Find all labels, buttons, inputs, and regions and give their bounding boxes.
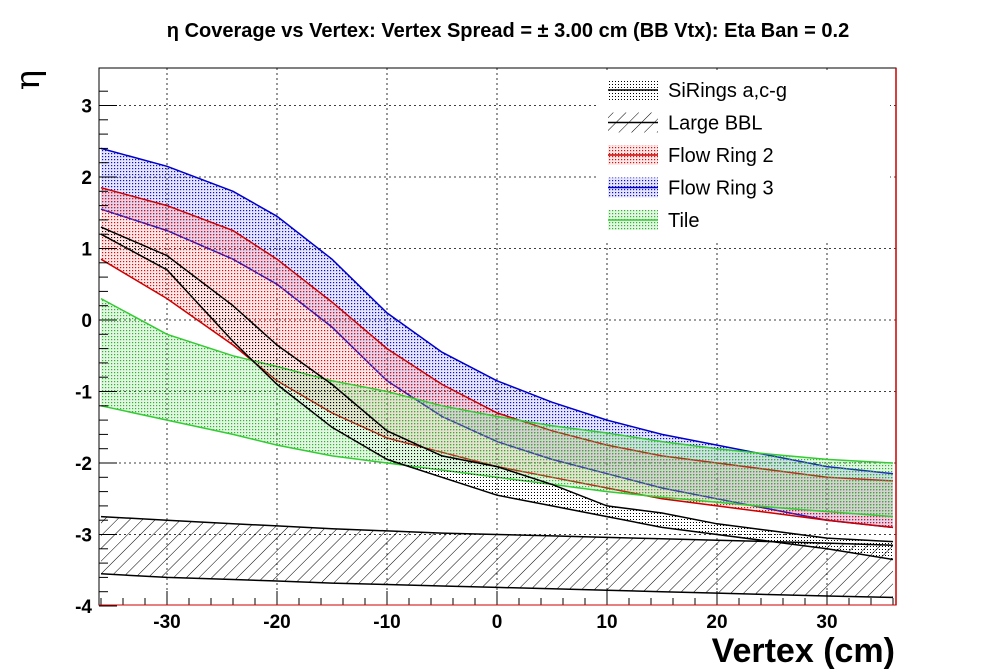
y-tick-label: -4 [75, 597, 92, 618]
legend-entry-flow-ring-2: Flow Ring 2 [608, 145, 774, 167]
y-tick-labels: -4 -3 -2 -1 0 1 2 3 [75, 97, 92, 619]
y-tick-label: -3 [75, 526, 92, 547]
x-tick-label: 30 [816, 612, 837, 633]
x-tick-label: -20 [263, 612, 290, 633]
y-tick-label: 2 [81, 168, 92, 189]
legend-label: Flow Ring 2 [668, 145, 774, 167]
band-upper-edge [100, 297, 894, 464]
band-sirings-a-c-g [100, 226, 894, 561]
band-lower-edge [100, 233, 894, 561]
y-axis-label: η [8, 70, 48, 90]
chart-title: η Coverage vs Vertex: Vertex Spread = ± … [167, 20, 849, 42]
y-tick-label: 3 [81, 97, 92, 118]
legend-entry-large-bbl: Large BBL [608, 112, 763, 135]
x-tick-label: 0 [492, 612, 503, 633]
x-axis-label: Vertex (cm) [712, 632, 895, 670]
band-upper-edge [100, 515, 894, 546]
axes [99, 90, 894, 607]
band-lower-edge [100, 573, 894, 599]
legend-label: Flow Ring 3 [668, 178, 774, 200]
band-fill [101, 298, 893, 517]
legend-entry-sirings-a-c-g: SiRings a,c-g [608, 80, 787, 102]
band-large-bbl [100, 515, 894, 599]
x-tick-label: -30 [153, 612, 180, 633]
x-tick-label: 20 [706, 612, 727, 633]
band-upper-edge [100, 226, 894, 543]
x-tick-label: 10 [596, 612, 617, 633]
legend-entry-flow-ring-3: Flow Ring 3 [608, 177, 774, 200]
legend-label: SiRings a,c-g [668, 80, 787, 102]
x-tick-label: -10 [373, 612, 400, 633]
y-tick-label: 1 [81, 240, 92, 261]
y-tick-label: -1 [75, 383, 92, 404]
legend: SiRings a,c-g Large BBL Flow Ring 2 Flow Ri… [598, 72, 890, 242]
band-fill [101, 516, 893, 598]
legend-label: Large BBL [668, 113, 763, 135]
legend-label: Tile [668, 210, 699, 232]
y-tick-label: 0 [81, 311, 92, 332]
band-fill [101, 148, 893, 528]
bands [100, 147, 894, 599]
y-tick-label: -2 [75, 454, 92, 475]
legend-entry-tile: Tile [608, 210, 699, 232]
band-fill [101, 227, 893, 560]
x-tick-labels: -30 -20 -10 0 10 20 30 [153, 612, 837, 633]
